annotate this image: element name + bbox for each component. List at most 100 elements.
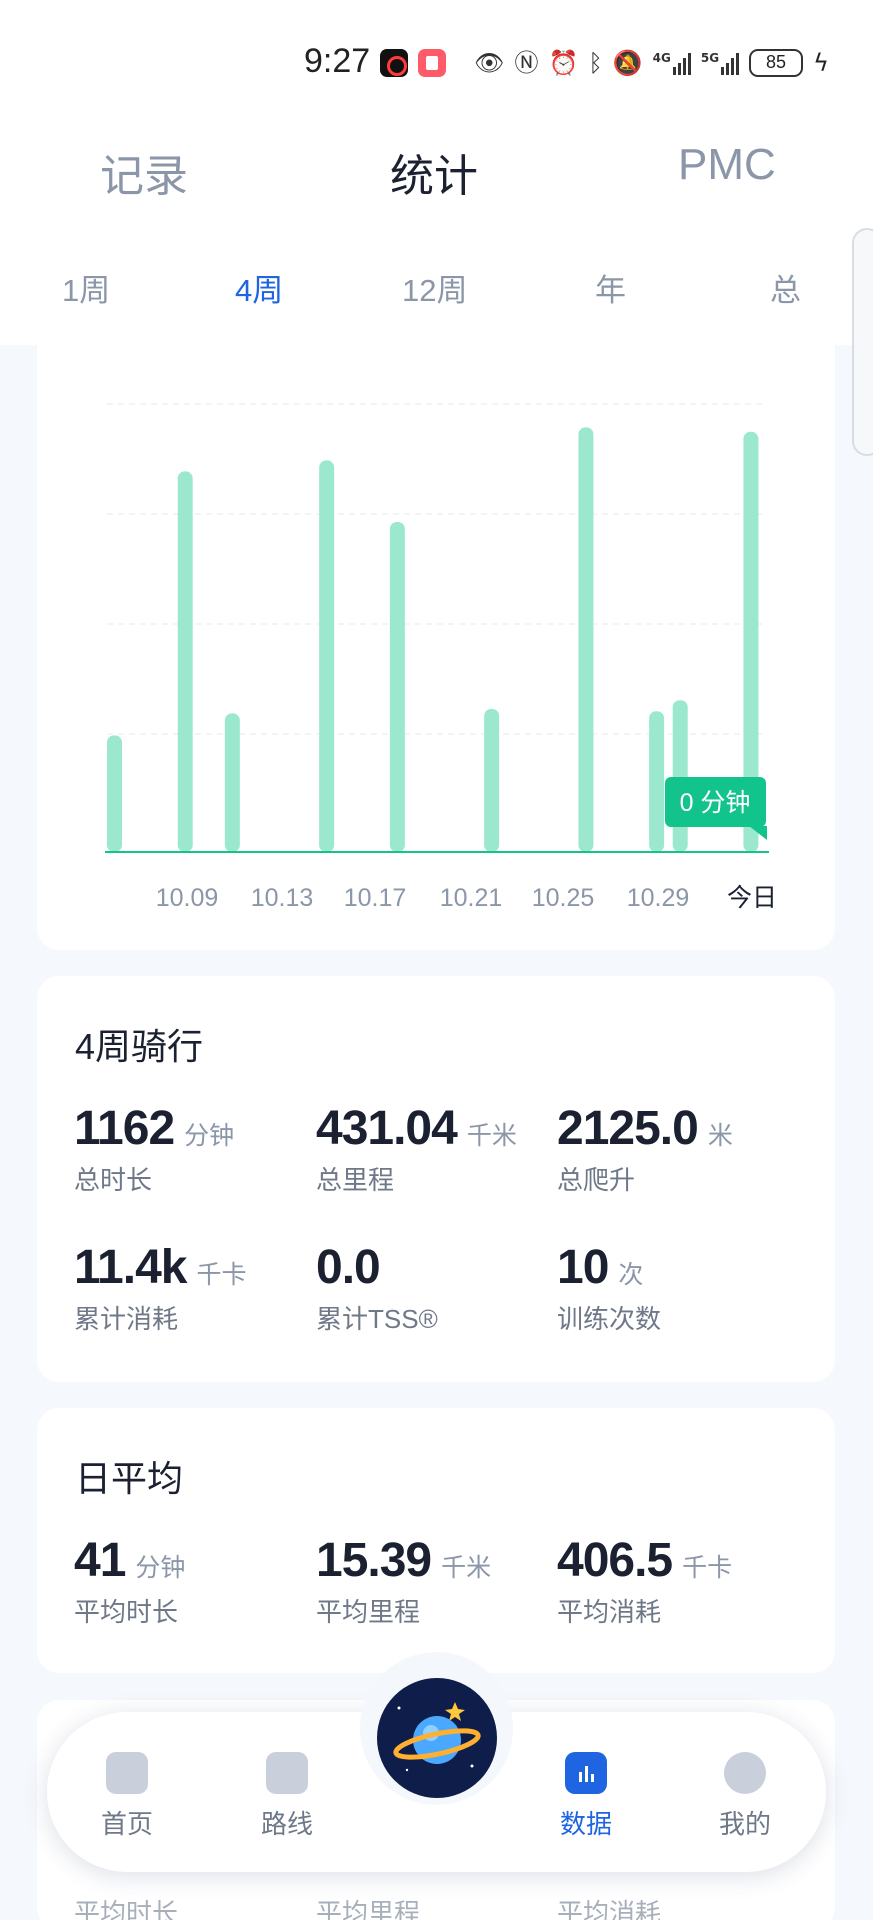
home-icon	[106, 1752, 148, 1794]
nav-label: 首页	[100, 1809, 153, 1839]
stat-value: 15.39	[316, 1534, 432, 1587]
nav-route[interactable]: 路线	[237, 1752, 337, 1841]
chart-card: 10.09 10.13 10.17 10.21 10.25 10.29 今日 0 分钟	[37, 320, 835, 950]
stat-total-duration: 1162 分钟 总时长	[74, 1101, 234, 1197]
nav-label: 路线	[260, 1809, 313, 1839]
status-bar: 9:27 👁 Ⓝ ⏰ ᛒ 🔕 4G 5G 85 ϟ	[0, 0, 873, 100]
network-type-label: 5G	[700, 51, 720, 65]
app-notification-icon	[418, 49, 446, 77]
range-tab-4-weeks[interactable]: 4周	[235, 273, 284, 308]
x-tick-label: 10.13	[251, 884, 314, 912]
planet-icon[interactable]	[377, 1678, 497, 1798]
daily-average-title: 日平均	[75, 1458, 184, 1499]
status-icons: 👁 Ⓝ ⏰ ᛒ 🔕 4G 5G 85 ϟ	[380, 46, 829, 80]
daily-average-card: 日平均 41 分钟 平均时长 15.39 千米 平均里程 406.5 千卡 平均消耗	[37, 1408, 835, 1673]
nav-profile[interactable]: 我的	[695, 1752, 795, 1841]
stat-value: 2125.0	[557, 1102, 699, 1155]
ride-summary-title: 4周骑行	[75, 1026, 204, 1067]
chart-bar[interactable]	[224, 713, 240, 852]
chart-bar[interactable]	[177, 471, 193, 852]
stat-value: 406.5	[557, 1534, 673, 1587]
range-tab-12-weeks[interactable]: 12周	[402, 273, 468, 308]
stat-value: 11.4k	[74, 1241, 187, 1294]
mute-icon: 🔕	[612, 49, 643, 77]
chart-tooltip: 0 分钟	[665, 777, 767, 840]
stat-avg-calories: 406.5 千卡 平均消耗	[557, 1533, 732, 1629]
stat-label: 平均时长	[74, 1597, 179, 1627]
stat-unit: 米	[707, 1122, 733, 1150]
stat-value: 41	[74, 1534, 126, 1587]
x-tick-label: 10.29	[627, 884, 690, 912]
stat-avg-distance: 15.39 千米 平均里程	[316, 1533, 491, 1629]
stat-label: 累计TSS®	[316, 1304, 438, 1334]
chart-bar[interactable]	[649, 711, 665, 852]
chart-bar[interactable]	[107, 735, 122, 852]
nfc-icon: Ⓝ	[514, 49, 539, 77]
alarm-icon: ⏰	[548, 49, 579, 77]
stat-value: 0.0	[316, 1241, 381, 1294]
stat-unit: 千卡	[682, 1554, 733, 1582]
nav-label: 我的	[718, 1809, 771, 1839]
range-tab-1-week[interactable]: 1周	[62, 273, 111, 308]
stat-label: 平均消耗	[557, 1597, 662, 1627]
profile-icon	[724, 1752, 766, 1794]
stat-label: 总爬升	[557, 1165, 636, 1195]
network-type-label: 4G	[652, 51, 671, 65]
stat-unit: 分钟	[184, 1122, 235, 1150]
chart-bar[interactable]	[319, 460, 335, 852]
chart-bar[interactable]	[389, 522, 405, 852]
x-tick-label: 10.21	[440, 884, 503, 912]
stat-total-distance: 431.04 千米 总里程	[316, 1101, 517, 1197]
app-notification-icon	[380, 49, 408, 77]
range-tab-year[interactable]: 年	[595, 273, 626, 308]
bluetooth-icon: ᛒ	[588, 49, 603, 77]
x-tick-label: 10.17	[344, 884, 407, 912]
stat-label: 总里程	[316, 1165, 395, 1195]
training-time-bar-chart[interactable]: 10.09 10.13 10.17 10.21 10.25 10.29 今日 0 分钟	[37, 320, 835, 950]
stat-unit: 千米	[466, 1122, 517, 1150]
peek-label: 平均里程	[316, 1898, 421, 1920]
stat-unit: 千米	[441, 1554, 492, 1582]
x-tick-label: 10.09	[156, 884, 219, 912]
stat-label: 平均里程	[316, 1597, 421, 1627]
chart-bar[interactable]	[672, 700, 688, 852]
data-chart-icon	[565, 1752, 607, 1794]
x-tick-label: 10.25	[532, 884, 595, 912]
nav-label: 数据	[559, 1809, 612, 1839]
signal-4g-icon: 4G	[653, 51, 691, 75]
stat-total-tss: 0.0 累计TSS®	[316, 1240, 438, 1336]
stat-unit: 分钟	[135, 1554, 186, 1582]
signal-5g-icon: 5G	[700, 51, 740, 75]
x-tick-label: 今日	[727, 884, 777, 912]
side-drawer-handle[interactable]	[852, 228, 873, 456]
tab-records[interactable]: 记录	[100, 152, 188, 201]
header	[0, 100, 873, 345]
chart-bar[interactable]	[484, 709, 500, 852]
tab-statistics[interactable]: 统计	[390, 152, 478, 201]
stat-value: 1162	[74, 1102, 175, 1155]
chart-bar[interactable]	[578, 427, 594, 852]
stat-unit: 次	[618, 1261, 644, 1289]
chart-bar[interactable]	[743, 431, 759, 852]
tooltip-label: 0 分钟	[680, 789, 751, 817]
tab-pmc[interactable]: PMC	[678, 140, 776, 189]
route-icon	[266, 1752, 308, 1794]
ride-summary-card: 4周骑行 1162 分钟 总时长 431.04 千米 总里程 2125.0 米 总爬升…	[37, 976, 835, 1382]
stat-total-calories: 11.4k 千卡 累计消耗	[74, 1240, 246, 1336]
stat-avg-duration: 41 分钟 平均时长	[74, 1533, 185, 1629]
stat-training-count: 10 次 训练次数	[557, 1240, 661, 1336]
stat-value: 10	[557, 1241, 609, 1294]
stat-label: 总时长	[74, 1165, 153, 1195]
nav-data[interactable]: 数据	[536, 1752, 636, 1841]
battery-icon: 85	[749, 49, 804, 77]
stat-value: 431.04	[316, 1102, 458, 1155]
stat-label: 累计消耗	[74, 1304, 179, 1334]
stat-unit: 千卡	[196, 1261, 247, 1289]
range-tab-total[interactable]: 总	[770, 273, 801, 308]
clock: 9:27	[304, 42, 371, 80]
peek-label: 平均时长	[74, 1898, 179, 1920]
stat-total-climb: 2125.0 米 总爬升	[557, 1101, 733, 1197]
eye-icon: 👁	[474, 49, 505, 77]
stat-label: 训练次数	[557, 1304, 662, 1334]
nav-home[interactable]: 首页	[77, 1752, 177, 1841]
